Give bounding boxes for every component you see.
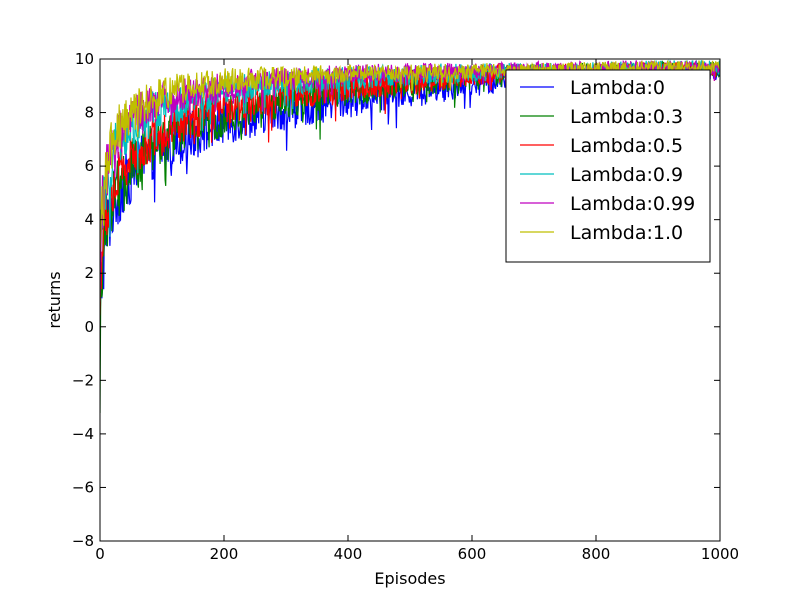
x-tick-label: 0 xyxy=(95,545,105,563)
legend-label: Lambda:0 xyxy=(570,77,665,99)
y-tick-label: 2 xyxy=(84,264,94,282)
y-tick-label: −8 xyxy=(72,532,94,550)
y-tick-label: −4 xyxy=(72,425,94,443)
x-tick-label: 600 xyxy=(458,545,487,563)
legend-label: Lambda:1.0 xyxy=(570,222,683,244)
legend: Lambda:0 Lambda:0.3 Lambda:0.5 Lambda:0.9 La… xyxy=(505,69,711,263)
y-tick-label: 8 xyxy=(84,104,94,122)
x-tick-label: 800 xyxy=(582,545,611,563)
legend-label: Lambda:0.5 xyxy=(570,135,683,157)
y-axis: −8 −6 −4 −2 0 2 4 6 8 10 xyxy=(72,50,720,550)
y-tick-label: 0 xyxy=(84,318,94,336)
y-axis-label: returns xyxy=(45,271,64,328)
legend-label: Lambda:0.9 xyxy=(570,164,683,186)
x-tick-label: 200 xyxy=(210,545,239,563)
x-tick-label: 1000 xyxy=(701,545,739,563)
y-tick-label: −6 xyxy=(72,478,94,496)
legend-label: Lambda:0.3 xyxy=(570,106,683,128)
x-axis-label: Episodes xyxy=(374,569,445,588)
legend-label: Lambda:0.99 xyxy=(570,193,695,215)
x-tick-label: 400 xyxy=(334,545,363,563)
plot-frame xyxy=(99,58,721,542)
y-tick-label: −2 xyxy=(72,371,94,389)
y-tick-label: 10 xyxy=(75,50,94,68)
y-tick-label: 6 xyxy=(84,157,94,175)
x-axis: 0 200 400 600 800 1000 xyxy=(95,59,739,563)
legend-box xyxy=(505,69,711,263)
y-tick-label: 4 xyxy=(84,211,94,229)
